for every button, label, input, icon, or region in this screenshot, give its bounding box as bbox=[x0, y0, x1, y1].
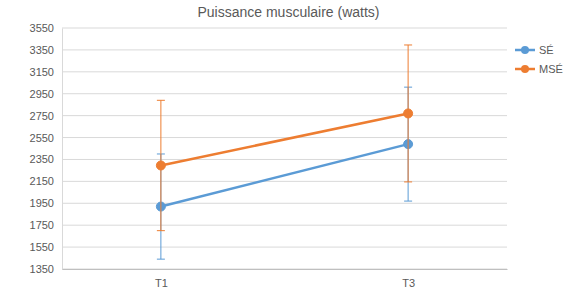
error-bar-cap bbox=[404, 44, 412, 45]
y-axis: 1350 1550 1750 1950 2150 2350 2550 2750 2950 3150… bbox=[30, 22, 63, 275]
y-tick: 2150 bbox=[30, 175, 62, 187]
y-tick: 3150 bbox=[30, 66, 62, 78]
x-tick: T3 bbox=[402, 269, 415, 289]
error-bar bbox=[404, 45, 412, 182]
y-tick-label: 1950 bbox=[30, 197, 54, 209]
chart: Puissance musculaire (watts) 1350 1550 1750… bbox=[0, 0, 577, 305]
x-tick: T1 bbox=[155, 269, 168, 289]
y-axis-line bbox=[62, 29, 63, 270]
y-tick-label: 3550 bbox=[30, 22, 54, 34]
y-tick-label: 2550 bbox=[30, 132, 54, 144]
error-bar-cap bbox=[404, 181, 412, 182]
grid-line bbox=[62, 247, 507, 248]
legend-label: SÉ bbox=[539, 44, 554, 56]
marks bbox=[156, 45, 412, 259]
grid-line bbox=[62, 137, 507, 138]
grid-line bbox=[62, 181, 507, 182]
y-tick-label: 2750 bbox=[30, 110, 54, 122]
y-tick-label: 1350 bbox=[30, 263, 54, 275]
plot: 1350 1550 1750 1950 2150 2350 2550 2750 2950 3150… bbox=[30, 22, 508, 289]
legend-marker bbox=[521, 46, 529, 54]
y-tick: 1550 bbox=[30, 241, 62, 253]
line bbox=[161, 113, 408, 165]
grid-line bbox=[62, 49, 507, 50]
legend-item: SÉ bbox=[515, 44, 554, 56]
legend-item: MSÉ bbox=[515, 63, 563, 75]
y-tick: 3550 bbox=[30, 22, 62, 34]
error-bar-cap bbox=[404, 201, 412, 202]
y-tick-label: 2150 bbox=[30, 175, 54, 187]
y-tick: 1350 bbox=[30, 263, 62, 275]
marker bbox=[404, 109, 413, 118]
y-tick-label: 1550 bbox=[30, 241, 54, 253]
legend-label: MSÉ bbox=[539, 63, 563, 75]
grid-line bbox=[62, 28, 507, 29]
grid-line bbox=[62, 159, 507, 160]
grid-line bbox=[62, 269, 507, 270]
grid-line bbox=[62, 203, 507, 204]
y-tick-label: 3150 bbox=[30, 66, 54, 78]
y-tick: 2350 bbox=[30, 153, 62, 165]
error-bar-cap bbox=[157, 230, 165, 231]
y-tick: 2750 bbox=[30, 110, 62, 122]
x-tick-label: T3 bbox=[402, 277, 415, 289]
line bbox=[161, 144, 408, 206]
legend-marker bbox=[521, 65, 529, 73]
y-tick: 1950 bbox=[30, 197, 62, 209]
error-bar bbox=[157, 100, 165, 230]
y-tick: 2950 bbox=[30, 88, 62, 100]
x-axis: T1 T3 bbox=[63, 269, 508, 289]
series bbox=[156, 87, 412, 259]
y-tick: 2550 bbox=[30, 132, 62, 144]
x-tick-label: T1 bbox=[155, 277, 168, 289]
grid bbox=[62, 28, 507, 269]
legend: SÉ MSÉ bbox=[515, 44, 563, 75]
error-bar-cap bbox=[157, 100, 165, 101]
y-tick-label: 1750 bbox=[30, 219, 54, 231]
grid-line bbox=[62, 225, 507, 226]
grid-line bbox=[62, 71, 507, 72]
y-tick: 3350 bbox=[30, 44, 62, 56]
background bbox=[0, 0, 577, 305]
grid-line bbox=[62, 115, 507, 116]
y-tick-label: 2350 bbox=[30, 153, 54, 165]
series bbox=[156, 45, 412, 231]
title: Puissance musculaire (watts) bbox=[197, 4, 379, 20]
marker bbox=[156, 161, 165, 170]
error-bar-cap bbox=[157, 259, 165, 260]
y-tick-label: 2950 bbox=[30, 88, 54, 100]
grid-line bbox=[62, 93, 507, 94]
x-axis-line bbox=[63, 269, 508, 270]
y-tick: 1750 bbox=[30, 219, 62, 231]
y-tick-label: 3350 bbox=[30, 44, 54, 56]
